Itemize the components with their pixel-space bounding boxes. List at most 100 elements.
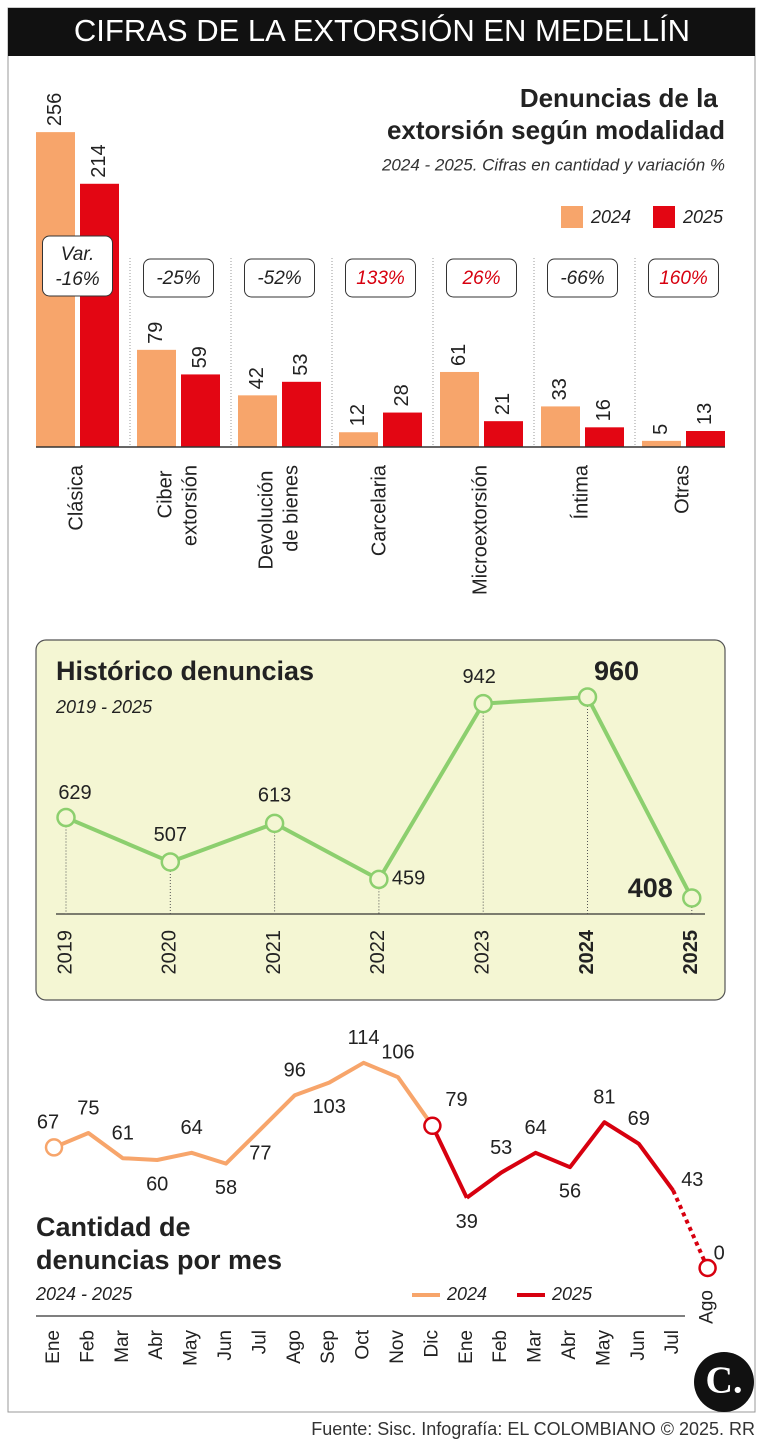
- value-label: 28: [391, 384, 413, 406]
- value-label: 408: [628, 873, 673, 903]
- value-label: 96: [284, 1059, 306, 1081]
- point: [698, 1258, 717, 1278]
- bar: [585, 427, 624, 447]
- x-tick-label: Ene: [43, 1330, 64, 1364]
- x-tick-label: May: [593, 1330, 614, 1366]
- value-label: 12: [347, 404, 369, 426]
- x-tick-label: Ene: [456, 1330, 477, 1364]
- chart-title: Cantidad de denuncias por mes: [36, 1212, 282, 1275]
- bar: [642, 440, 681, 447]
- legend-label: 2025: [682, 207, 724, 227]
- logo: C.: [706, 1360, 743, 1402]
- variation-box: [446, 258, 517, 298]
- x-tick-label: 2022: [367, 930, 389, 975]
- header-bar: [8, 8, 755, 56]
- bar: [137, 349, 176, 447]
- value-label: 459: [392, 868, 425, 890]
- x-tick-label: Sep: [318, 1330, 339, 1364]
- value-label: 61: [112, 1122, 134, 1144]
- legend-label: 2024: [590, 207, 631, 227]
- line: [465, 1120, 675, 1200]
- x-tick-label: Feb: [77, 1330, 98, 1363]
- x-tick-label: 2019: [54, 930, 76, 975]
- value-label: 13: [694, 403, 716, 425]
- category-label: Clásica: [66, 464, 88, 530]
- point: [423, 1116, 442, 1136]
- variation-box: [547, 258, 618, 298]
- variation-label: -66%: [560, 268, 604, 289]
- legend-label: 2025: [551, 1284, 593, 1304]
- value-label: 59: [189, 346, 211, 368]
- chart-subtitle: 2024 - 2025. Cifras en cantidad y variac…: [381, 155, 725, 174]
- chart-subtitle: 2024 - 2025: [35, 1284, 133, 1304]
- chart-title: Histórico denuncias: [56, 656, 314, 686]
- value-label: 53: [490, 1137, 512, 1159]
- variation-label: -25%: [156, 268, 200, 289]
- legend-swatch: [653, 206, 675, 228]
- x-tick-label: Ago: [284, 1330, 305, 1364]
- value-label: 53: [290, 354, 312, 376]
- logo-circle: [694, 1352, 754, 1412]
- x-tick-label: Jun: [628, 1330, 649, 1361]
- value-label: 39: [456, 1211, 478, 1233]
- chart-title: Denuncias de la extorsión según modalida…: [387, 83, 725, 145]
- connector: [430, 1124, 469, 1199]
- x-tick-label: 2023: [471, 930, 493, 975]
- x-tick-label: Abr: [559, 1329, 580, 1359]
- bar: [686, 431, 725, 447]
- point: [160, 852, 181, 872]
- variation-box: [143, 258, 214, 298]
- value-label: 42: [246, 367, 268, 389]
- point: [264, 813, 285, 834]
- value-label: 21: [492, 393, 514, 415]
- bar: [181, 374, 220, 447]
- point: [682, 888, 702, 908]
- header-title: CIFRAS DE LA EXTORSIÓN EN MEDELLÍN: [74, 13, 690, 48]
- x-tick-label: 2024: [576, 929, 598, 974]
- x-tick-label: Dic: [421, 1330, 442, 1357]
- point: [44, 1138, 64, 1157]
- x-tick-label: Feb: [490, 1330, 511, 1363]
- point: [473, 693, 493, 714]
- value-label: 256: [44, 93, 66, 126]
- variation-label: 26%: [461, 268, 500, 289]
- point: [577, 687, 598, 707]
- value-label: 5: [650, 424, 672, 435]
- x-tick-label: Jul: [662, 1330, 683, 1354]
- variation-box: [42, 235, 113, 297]
- value-label: 64: [524, 1117, 546, 1139]
- value-label: 942: [463, 666, 496, 688]
- bar: [238, 395, 277, 447]
- variation-box: [345, 258, 416, 298]
- value-label: 214: [88, 144, 110, 177]
- point: [369, 869, 389, 890]
- x-tick-label: 2021: [263, 930, 285, 975]
- x-tick-label: Oct: [353, 1329, 374, 1359]
- variation-box: [244, 258, 315, 298]
- bar: [541, 406, 580, 447]
- bar: [282, 381, 321, 447]
- value-label: 58: [215, 1177, 237, 1199]
- variation-label: -52%: [257, 268, 301, 289]
- value-label: 79: [445, 1089, 467, 1111]
- variation-title: Var.: [61, 244, 94, 265]
- category-label: Otras: [672, 465, 694, 514]
- x-tick-label: Jun: [215, 1330, 236, 1361]
- value-label: 77: [249, 1143, 271, 1165]
- variation-label: -16%: [55, 269, 99, 290]
- dashed-line: [671, 1189, 710, 1269]
- bar: [339, 432, 378, 447]
- x-tick-label: May: [181, 1330, 202, 1366]
- value-label: 81: [593, 1086, 615, 1108]
- value-label: 64: [180, 1117, 202, 1139]
- legend-label: 2024: [446, 1284, 487, 1304]
- bar: [484, 421, 523, 447]
- legend-swatch: [561, 206, 583, 228]
- value-label: 33: [549, 378, 571, 400]
- category-label: Carcelaria: [369, 464, 391, 556]
- value-label: 16: [593, 399, 615, 421]
- bar: [80, 183, 119, 447]
- value-label: 69: [628, 1108, 650, 1130]
